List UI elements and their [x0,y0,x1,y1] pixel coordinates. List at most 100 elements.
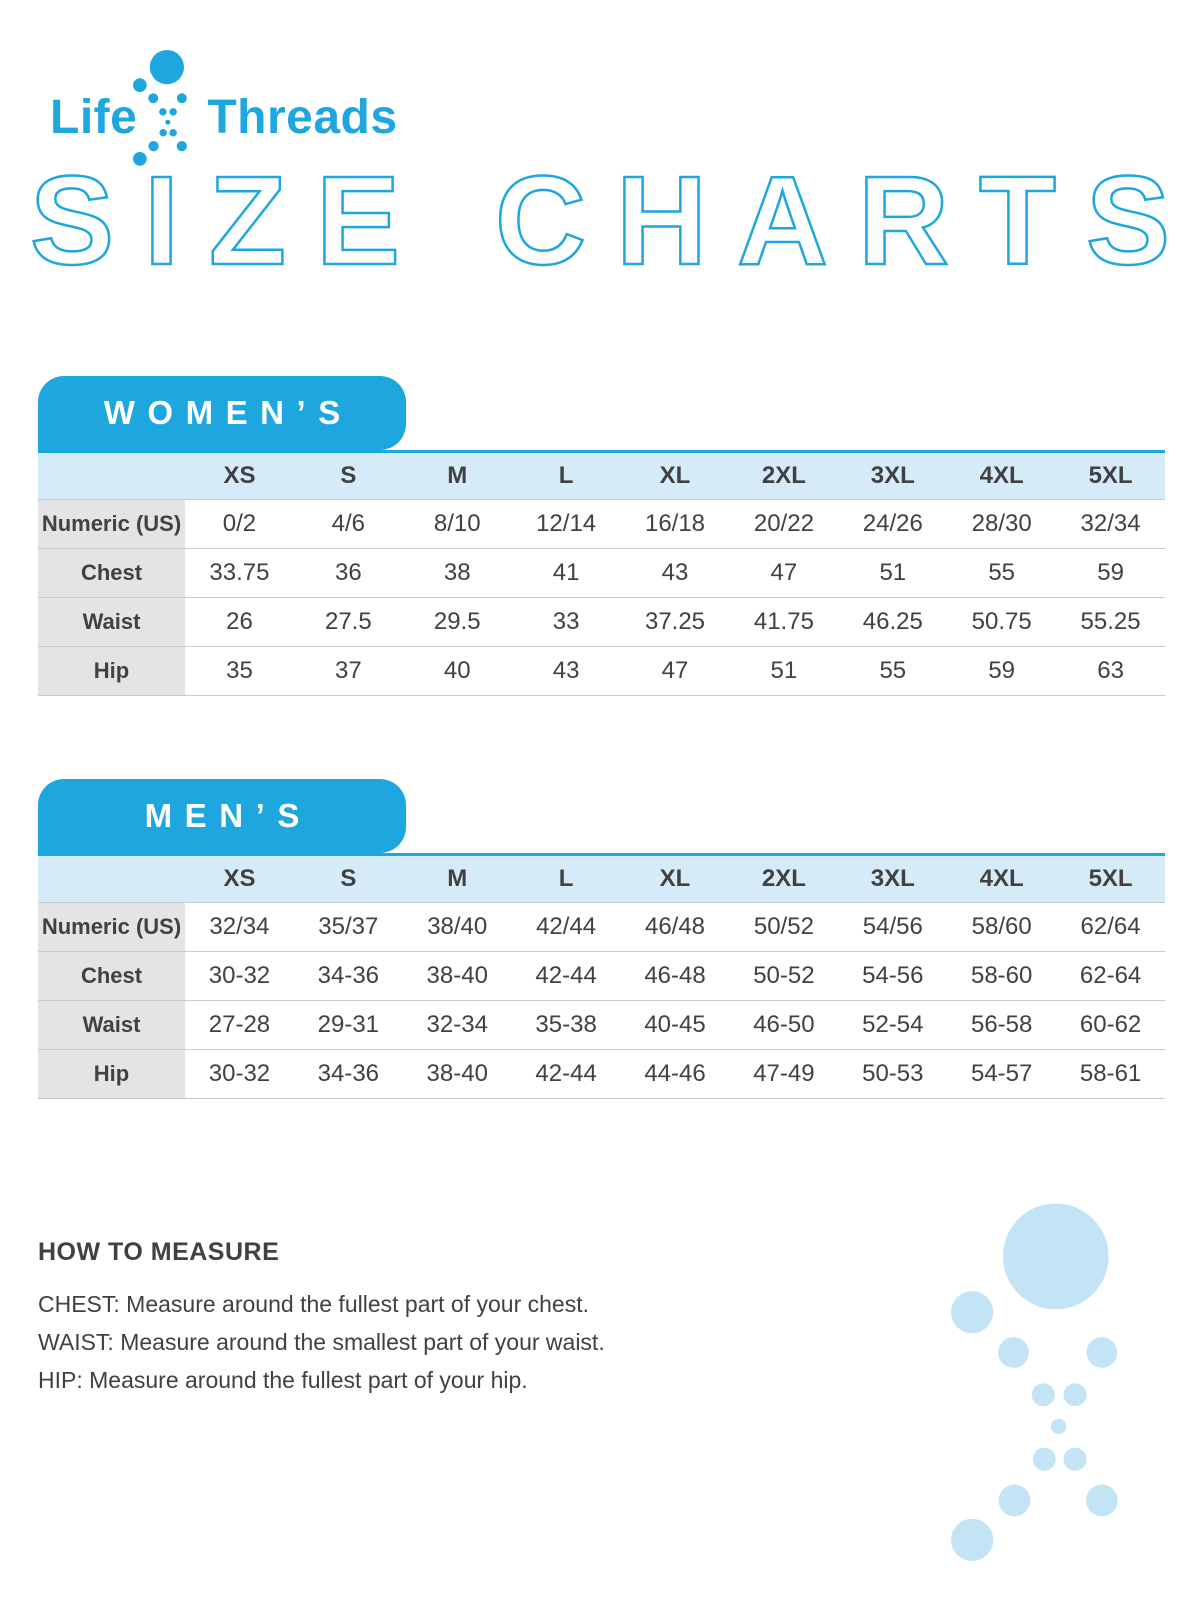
mens-size-header-row: XS S M L XL 2XL 3XL 4XL 5XL [38,853,1165,902]
size-value-cell: 38-40 [426,962,488,989]
size-value-cell: 50/52 [753,913,814,940]
size-value-cell: 8/10 [433,510,481,537]
table-row-waist: Waist 27-28 29-31 32-34 35-38 40-45 46-5… [38,1000,1165,1049]
empty-corner-cell [38,453,185,499]
size-value-cell: 50-52 [753,962,815,989]
size-value-cell: 35 [226,657,253,684]
size-value-cell: 0/2 [222,510,257,537]
size-value-cell: 56-58 [970,1011,1033,1038]
size-value-cell: 47-49 [753,1060,815,1087]
how-to-measure-heading: HOW TO MEASURE [38,1238,280,1266]
size-value-cell: 59 [1097,559,1124,586]
size-value-cell: 40 [443,657,471,684]
table-row-chest: Chest 33.75 36 38 41 43 47 51 55 59 [38,548,1165,597]
logo-text-life: Life [50,91,138,144]
size-header-cell: 4XL [979,462,1024,489]
size-value-cell: 54/56 [862,913,923,940]
size-value-cell: 34-36 [317,1060,380,1087]
size-value-cell: 51 [879,559,907,586]
size-header-cell: 2XL [761,462,806,489]
size-value-cell: 44-46 [644,1060,706,1087]
size-value-cell: 41.75 [753,608,814,635]
row-label: Waist [38,598,185,646]
size-header-cell: 2XL [761,865,806,892]
womens-table: XS S M L XL 2XL 3XL 4XL 5XL Numeric (US)… [38,450,1165,696]
size-header-cell: 5XL [1088,865,1133,892]
size-value-cell: 34-36 [317,962,380,989]
size-value-cell: 29.5 [433,608,481,635]
size-value-cell: 30-32 [208,962,271,989]
size-value-cell: 54-56 [862,962,924,989]
size-value-cell: 42-44 [535,962,597,989]
womens-tab-label: WOMEN’S [103,394,353,431]
size-value-cell: 12/14 [536,510,597,537]
logo-text-threads: Threads [207,91,398,144]
size-value-cell: 58-61 [1079,1060,1142,1087]
size-value-cell: 47 [661,657,689,684]
size-value-cell: 28/30 [971,510,1032,537]
table-row-numeric: Numeric (US) 0/2 4/6 8/10 12/14 16/18 20… [38,499,1165,548]
size-value-cell: 51 [770,657,798,684]
size-value-cell: 50-53 [862,1060,924,1087]
size-value-cell: 43 [661,559,689,586]
table-row-hip: Hip 30-32 34-36 38-40 42-44 44-46 47-49 … [38,1049,1165,1098]
size-header-cell: XL [659,865,691,892]
row-label: Numeric (US) [38,903,185,951]
empty-corner-cell [38,856,185,902]
table-row-waist: Waist 26 27.5 29.5 33 37.25 41.75 46.25 … [38,597,1165,646]
size-header-cell: XS [223,462,256,489]
size-value-cell: 46-48 [644,962,706,989]
size-value-cell: 36 [334,559,362,586]
size-value-cell: 60-62 [1079,1011,1142,1038]
size-value-cell: 41 [552,559,580,586]
size-value-cell: 42/44 [536,913,597,940]
size-value-cell: 40-45 [644,1011,706,1038]
table-row-hip: Hip 35 37 40 43 47 51 55 59 63 [38,646,1165,695]
size-header-cell: 3XL [870,865,915,892]
size-value-cell: 46.25 [862,608,923,635]
size-value-cell: 38-40 [426,1060,488,1087]
mens-size-chart: MEN’S XS S M L XL 2XL 3XL 4XL 5XL Numeri… [38,779,1165,1099]
size-value-cell: 20/22 [753,510,814,537]
size-value-cell: 38/40 [427,913,488,940]
size-value-cell: 50.75 [971,608,1032,635]
chest-instruction: CHEST: Measure around the fullest part o… [38,1291,589,1317]
size-value-cell: 30-32 [208,1060,271,1087]
size-value-cell: 62/64 [1080,913,1141,940]
page-title: SIZE CHARTS [30,166,1170,278]
size-value-cell: 35/37 [318,913,379,940]
table-row-numeric: Numeric (US) 32/34 35/37 38/40 42/44 46/… [38,902,1165,951]
size-value-cell: 32/34 [209,913,270,940]
size-header-cell: M [447,462,468,489]
dna-dots-decoration-icon [951,1203,1118,1562]
size-header-cell: 5XL [1088,462,1133,489]
size-value-cell: 27.5 [324,608,372,635]
size-value-cell: 38 [443,559,471,586]
size-value-cell: 58/60 [971,913,1032,940]
size-value-cell: 52-54 [862,1011,924,1038]
size-value-cell: 32/34 [1080,510,1141,537]
size-value-cell: 55 [879,657,907,684]
mens-tab: MEN’S [38,779,406,853]
row-label: Waist [38,1001,185,1049]
row-label: Hip [38,1050,185,1098]
table-row-chest: Chest 30-32 34-36 38-40 42-44 46-48 50-5… [38,951,1165,1000]
size-value-cell: 16/18 [644,510,706,537]
size-header-cell: S [340,865,357,892]
waist-instruction: WAIST: Measure around the smallest part … [38,1329,605,1355]
size-value-cell: 54-57 [970,1060,1033,1087]
row-label: Chest [38,549,185,597]
row-label: Chest [38,952,185,1000]
size-value-cell: 37.25 [644,608,706,635]
size-header-cell: L [558,462,574,489]
size-value-cell: 24/26 [862,510,923,537]
hip-instruction: HIP: Measure around the fullest part of … [38,1367,528,1393]
size-header-cell: L [558,865,574,892]
size-header-cell: XL [659,462,691,489]
size-value-cell: 32-34 [426,1011,488,1038]
size-header-cell: XS [223,865,256,892]
size-charts-outline-title: SIZE CHARTS [29,166,1172,278]
womens-size-chart: WOMEN’S XS S M L XL 2XL 3XL 4XL 5XL Nume… [38,376,1165,696]
row-label: Hip [38,647,185,695]
